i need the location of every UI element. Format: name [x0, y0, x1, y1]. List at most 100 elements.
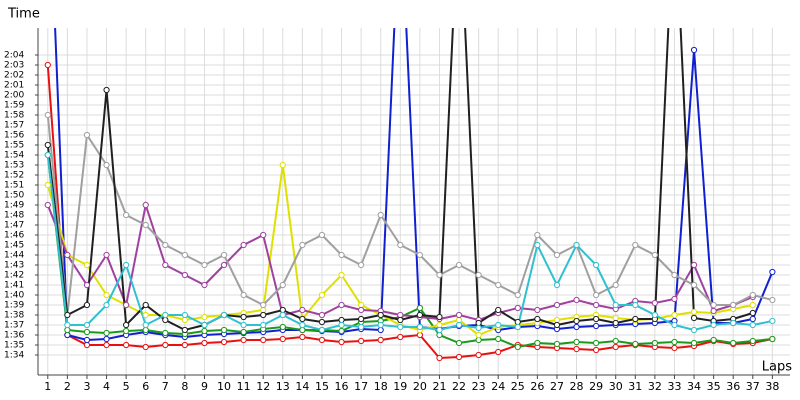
data-point: [690, 339, 698, 347]
data-point: [769, 335, 776, 343]
data-point: [103, 329, 110, 337]
data-point: [181, 316, 188, 324]
data-point: [475, 271, 482, 279]
data-point: [220, 338, 228, 346]
data-point: [397, 241, 404, 249]
data-point: [377, 311, 384, 319]
data-point: [397, 316, 404, 324]
data-point: [436, 354, 443, 362]
data-point: [83, 336, 91, 344]
y-tick-label: 2:04: [4, 51, 24, 61]
data-point: [749, 337, 756, 345]
y-tick-label: 1:40: [4, 291, 24, 301]
data-point: [142, 326, 149, 334]
data-point: [279, 323, 286, 331]
data-point: [83, 301, 91, 309]
data-point: [514, 318, 521, 326]
data-point: [514, 291, 521, 299]
data-point: [397, 311, 404, 319]
data-point: [142, 343, 149, 351]
data-point: [44, 61, 51, 69]
x-tick-label: 24: [491, 380, 505, 393]
data-point: [318, 291, 326, 299]
data-point: [690, 314, 698, 322]
data-point: [83, 328, 91, 336]
data-point: [710, 301, 717, 309]
data-point: [436, 331, 443, 339]
y-tick-label: 1:59: [4, 101, 24, 111]
data-point: [220, 261, 228, 269]
data-point: [103, 161, 110, 169]
x-tick-label: 13: [276, 380, 290, 393]
data-point: [142, 301, 149, 309]
data-point: [83, 341, 91, 349]
data-point: [240, 241, 247, 249]
data-point: [64, 251, 71, 259]
data-point: [83, 321, 91, 329]
data-point: [279, 311, 286, 319]
x-tick-label: 4: [103, 380, 110, 393]
x-tick-label: 10: [217, 380, 231, 393]
data-point: [710, 307, 717, 315]
data-point: [671, 295, 678, 303]
y-tick-label: 1:34: [4, 351, 24, 361]
y-tick-label: 1:41: [4, 281, 24, 291]
x-tick-label: 21: [432, 380, 446, 393]
data-point: [593, 301, 600, 309]
data-point: [299, 241, 306, 249]
data-point: [730, 339, 737, 347]
data-point: [64, 331, 71, 339]
data-point: [416, 331, 423, 339]
data-point: [103, 335, 110, 343]
data-point: [299, 333, 306, 341]
data-point: [475, 351, 482, 359]
series-line: [46, 154, 773, 349]
data-point: [318, 311, 326, 319]
data-point: [201, 339, 208, 347]
data-point: [123, 321, 130, 329]
y-tick-label: 1:54: [4, 151, 24, 161]
data-point: [769, 268, 776, 276]
x-tick-label: 17: [354, 380, 368, 393]
data-point: [240, 328, 247, 336]
x-tick-label: 18: [374, 380, 388, 393]
data-point: [416, 311, 423, 319]
y-tick-label: 1:44: [4, 251, 24, 261]
data-point: [436, 313, 443, 321]
data-point: [593, 346, 600, 354]
data-point: [749, 301, 756, 309]
y-tick-label: 1:56: [4, 131, 24, 141]
data-point: [260, 301, 267, 309]
data-point: [690, 261, 698, 269]
data-point: [279, 281, 286, 289]
y-tick-label: 1:55: [4, 141, 24, 151]
x-tick-label: 12: [256, 380, 270, 393]
data-point: [201, 281, 208, 289]
data-point: [162, 311, 169, 319]
y-tick-label: 1:43: [4, 261, 24, 271]
ticks: 1:341:351:361:371:381:391:401:411:421:43…: [4, 51, 779, 394]
x-axis-title: Laps: [762, 360, 792, 375]
data-point: [318, 318, 326, 326]
data-point: [495, 335, 502, 343]
data-point: [338, 271, 345, 279]
data-point: [279, 335, 286, 343]
data-point: [299, 315, 306, 323]
data-point: [749, 321, 756, 329]
data-point: [358, 301, 365, 309]
x-tick-label: 6: [142, 380, 149, 393]
data-point: [769, 317, 776, 325]
data-point: [220, 251, 228, 259]
data-point: [436, 271, 443, 279]
data-point: [495, 321, 502, 329]
x-tick-label: 23: [472, 380, 486, 393]
series-line: [46, 64, 773, 360]
data-point: [338, 301, 345, 309]
data-point: [534, 231, 541, 239]
data-point: [397, 333, 404, 341]
data-point: [162, 241, 169, 249]
data-point: [416, 304, 423, 312]
data-point: [44, 181, 51, 189]
data-point: [514, 343, 521, 351]
x-tick-label: 34: [687, 380, 701, 393]
